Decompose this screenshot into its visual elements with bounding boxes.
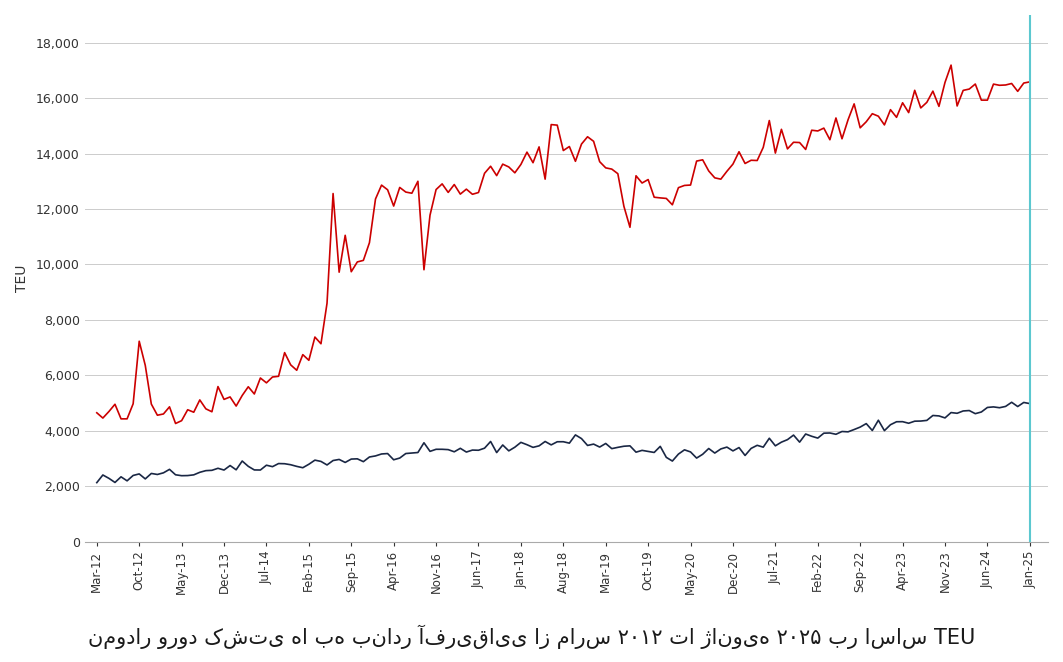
Y-axis label: TEU: TEU (15, 265, 29, 292)
Text: نمودار ورود کشتی ها به بنادر آفریقایی از مارس ۲۰۱۲ تا ژانویه ۲۰۲۵ بر اساس TEU: نمودار ورود کشتی ها به بنادر آفریقایی از… (88, 624, 975, 649)
